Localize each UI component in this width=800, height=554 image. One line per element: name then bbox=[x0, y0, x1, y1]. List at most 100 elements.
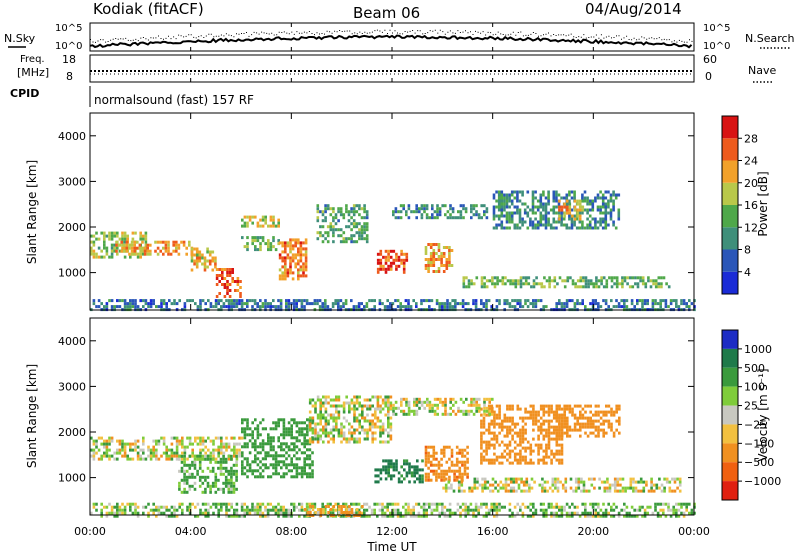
velocity-cell bbox=[191, 460, 194, 464]
velocity-cell bbox=[577, 486, 581, 490]
power-cell bbox=[272, 245, 275, 249]
velocity-cell bbox=[387, 425, 390, 429]
power-cell bbox=[405, 252, 409, 256]
velocity-cell bbox=[616, 477, 620, 481]
velocity-cell bbox=[261, 448, 265, 452]
velocity-cell bbox=[509, 480, 513, 484]
power-cell bbox=[449, 216, 452, 220]
velocity-cell bbox=[466, 466, 469, 470]
power-cell bbox=[445, 264, 449, 267]
power-cell bbox=[302, 262, 305, 266]
velocity-cell bbox=[311, 463, 314, 467]
velocity-cell bbox=[516, 458, 520, 462]
power-cell bbox=[432, 258, 436, 261]
velocity-cell bbox=[389, 422, 393, 426]
velocity-cell bbox=[103, 439, 106, 443]
power-cell bbox=[594, 226, 597, 230]
power-cell bbox=[185, 246, 188, 250]
velocity-cell bbox=[246, 508, 249, 512]
power-cell bbox=[581, 220, 584, 224]
power-cell bbox=[358, 222, 361, 226]
velocity-cell bbox=[339, 514, 343, 518]
velocity-cell bbox=[261, 457, 265, 461]
power-cell bbox=[397, 216, 400, 220]
velocity-cell bbox=[441, 403, 445, 407]
power-cell bbox=[384, 270, 388, 274]
velocity-cell bbox=[664, 514, 668, 518]
velocity-cell bbox=[118, 505, 122, 509]
velocity-cell bbox=[243, 514, 246, 518]
power-cell bbox=[316, 204, 320, 208]
power-cell bbox=[116, 299, 119, 303]
velocity-cell bbox=[560, 434, 564, 438]
power-cell bbox=[503, 214, 506, 218]
velocity-cell bbox=[277, 424, 280, 428]
power-cell bbox=[519, 282, 523, 286]
velocity-cell bbox=[655, 483, 659, 487]
power-cell bbox=[190, 253, 194, 257]
velocity-cell bbox=[555, 502, 558, 506]
velocity-cell bbox=[624, 486, 627, 490]
velocity-cell bbox=[580, 477, 583, 481]
power-colorbar-label: 28 bbox=[744, 132, 758, 145]
velocity-cell bbox=[645, 483, 648, 487]
power-cell bbox=[425, 216, 429, 220]
power-cell bbox=[601, 205, 605, 209]
velocity-cell bbox=[676, 477, 679, 481]
power-cell bbox=[456, 302, 460, 306]
power-cell bbox=[97, 237, 101, 241]
velocity-cell bbox=[377, 480, 380, 484]
power-cell bbox=[175, 302, 179, 306]
velocity-cell bbox=[512, 480, 516, 484]
velocity-cell bbox=[389, 434, 393, 438]
power-cell bbox=[641, 302, 644, 306]
power-cell bbox=[324, 231, 327, 235]
power-cell bbox=[497, 202, 501, 206]
x-tick-label: 00:00 bbox=[678, 525, 710, 538]
power-cell bbox=[560, 196, 563, 200]
velocity-cell bbox=[558, 437, 561, 441]
velocity-cell bbox=[235, 448, 239, 452]
velocity-cell bbox=[387, 434, 390, 438]
power-cell bbox=[363, 225, 366, 229]
velocity-cell bbox=[227, 442, 231, 446]
velocity-cell bbox=[274, 511, 278, 515]
velocity-cell bbox=[113, 511, 116, 515]
velocity-colorbar-swatch bbox=[722, 443, 738, 463]
velocity-cell bbox=[227, 502, 231, 506]
power-cell bbox=[191, 299, 194, 303]
power-cell bbox=[90, 234, 93, 238]
velocity-cell bbox=[487, 440, 491, 444]
velocity-cell bbox=[282, 448, 286, 452]
power-cell bbox=[641, 279, 645, 283]
velocity-cell bbox=[342, 425, 346, 429]
velocity-cell bbox=[470, 397, 473, 401]
power-cell bbox=[133, 249, 136, 253]
velocity-cell bbox=[677, 508, 681, 512]
power-cell bbox=[435, 302, 439, 306]
power-cell bbox=[394, 216, 398, 220]
velocity-cell bbox=[485, 452, 488, 456]
velocity-cell bbox=[508, 452, 512, 456]
power-cell bbox=[665, 282, 668, 286]
velocity-cell bbox=[415, 403, 419, 407]
velocity-cell bbox=[183, 472, 186, 476]
power-cell bbox=[641, 305, 644, 309]
velocity-cell bbox=[342, 431, 346, 435]
power-cell bbox=[287, 302, 291, 306]
power-cell bbox=[256, 305, 259, 309]
velocity-y-label: Slant Range [km] bbox=[25, 364, 39, 468]
velocity-cell bbox=[183, 448, 187, 452]
velocity-colorbar-label: −500 bbox=[744, 456, 774, 469]
velocity-cell bbox=[327, 422, 330, 426]
power-cell bbox=[144, 234, 148, 238]
power-cell bbox=[539, 211, 543, 215]
power-cell bbox=[570, 208, 574, 212]
velocity-cell bbox=[279, 505, 283, 509]
velocity-cell bbox=[528, 486, 531, 490]
velocity-cell bbox=[542, 514, 545, 518]
velocity-cell bbox=[321, 505, 324, 509]
power-cell bbox=[596, 205, 600, 209]
velocity-cell bbox=[581, 502, 584, 506]
velocity-cell bbox=[314, 422, 317, 426]
